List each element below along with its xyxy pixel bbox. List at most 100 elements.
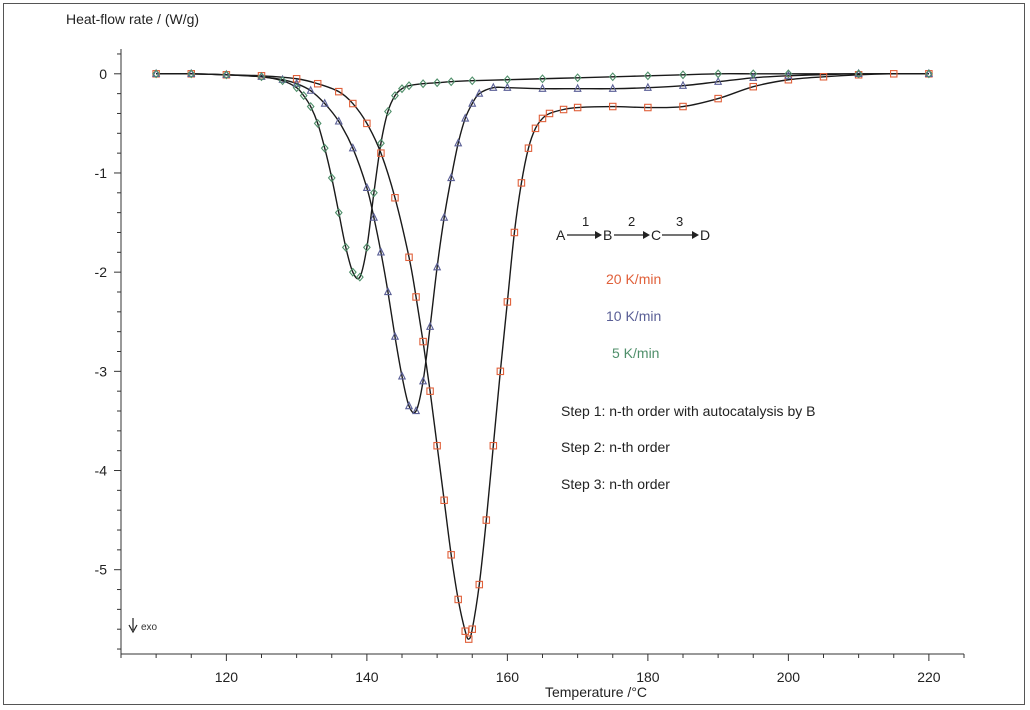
data-point-10-kmin (404, 401, 414, 410)
data-point-10-kmin (362, 182, 371, 192)
data-point-10-kmin (433, 262, 442, 271)
data-point-10-kmin (924, 68, 933, 77)
data-point-5-kmin (679, 70, 687, 80)
scheme-step3-num: 3 (676, 214, 683, 229)
step3-description: Step 3: n-th order (561, 476, 670, 492)
data-point-20-kmin (496, 367, 505, 376)
data-point-5-kmin (187, 69, 196, 79)
data-point-20-kmin (464, 635, 473, 643)
x-ticks: 120 140 160 180 200 220 (120, 654, 965, 685)
data-point-5-kmin (714, 69, 723, 79)
data-point-5-kmin (854, 69, 863, 79)
data-point-10-kmin (714, 76, 723, 85)
data-point-10-kmin (257, 71, 266, 80)
data-point-10-kmin (334, 116, 343, 125)
data-point-10-kmin (390, 331, 400, 340)
step1-description: Step 1: n-th order with autocatalysis by… (561, 403, 815, 419)
scheme-arrowhead-2-icon (643, 231, 650, 239)
x-axis-label: Temperature /°C (545, 684, 647, 700)
data-point-5-kmin (313, 118, 322, 128)
data-point-20-kmin (412, 293, 420, 301)
data-point-20-kmin (335, 87, 343, 96)
exo-label: exo (141, 622, 158, 633)
data-point-5-kmin (376, 138, 385, 148)
data-point-20-kmin (517, 179, 526, 187)
data-point-10-kmin (538, 83, 547, 92)
data-point-5-kmin (784, 69, 793, 79)
data-point-5-kmin (320, 143, 329, 153)
axes (120, 49, 964, 655)
legend-10-kmin: 10 K/min (606, 308, 661, 324)
data-point-10-kmin (369, 212, 378, 221)
data-point-5-kmin (924, 69, 933, 79)
data-point-20-kmin (377, 149, 385, 157)
data-point-10-kmin (306, 85, 315, 94)
fit-curve-20-kmin (156, 73, 929, 640)
data-point-10-kmin (411, 405, 421, 415)
data-point-10-kmin (678, 80, 688, 89)
data-point-20-kmin (313, 79, 322, 88)
data-point-20-kmin (510, 228, 519, 237)
data-point-10-kmin (376, 247, 386, 256)
x-tick-label: 200 (777, 669, 801, 685)
data-point-5-kmin (503, 75, 512, 85)
data-point-10-kmin (447, 172, 456, 182)
data-point-5-kmin (643, 71, 652, 81)
data-point-20-kmin (559, 105, 568, 114)
data-point-20-kmin (363, 119, 371, 128)
data-point-5-kmin (391, 91, 399, 101)
data-point-10-kmin (749, 72, 758, 81)
step2-description: Step 2: n-th order (561, 439, 670, 455)
data-point-10-kmin (418, 376, 428, 385)
data-point-5-kmin (362, 242, 371, 252)
dsc-chart: 120 140 160 180 200 220 0 -1 -2 -3 -4 -5 Heat-flow… (66, 11, 965, 700)
data-point-20-kmin (461, 627, 469, 635)
data-point-20-kmin (292, 75, 301, 83)
data-point-20-kmin (573, 103, 582, 112)
data-point-20-kmin (489, 441, 498, 450)
x-tick-label: 220 (917, 669, 941, 685)
data-point-10-kmin (854, 68, 863, 77)
data-point-20-kmin (503, 298, 512, 306)
data-point-20-kmin (447, 551, 455, 559)
data-point-20-kmin (608, 102, 617, 111)
data-point-5-kmin (257, 72, 266, 82)
fit-curves (156, 72, 929, 640)
data-point-5-kmin (327, 173, 336, 183)
data-point-20-kmin (531, 124, 540, 133)
data-point-10-kmin (320, 98, 329, 107)
data-point-10-kmin (489, 82, 498, 91)
data-point-20-kmin (644, 103, 652, 112)
scheme-arrowhead-3-icon (692, 231, 699, 239)
scheme-a: A (556, 227, 566, 243)
data-point-20-kmin (440, 496, 448, 505)
data-point-20-kmin (454, 595, 462, 604)
data-point-5-kmin (538, 74, 547, 84)
data-point-20-kmin (468, 625, 476, 633)
legend-20-kmin: 20 K/min (606, 271, 661, 287)
data-point-5-kmin (355, 272, 364, 282)
data-point-10-kmin (440, 212, 449, 221)
data-point-10-kmin (426, 321, 435, 330)
y-tick-label: -3 (95, 363, 108, 379)
exo-indicator: exo (128, 618, 158, 634)
data-point-20-kmin (482, 516, 491, 524)
data-point-5-kmin (334, 208, 343, 218)
data-point-10-kmin (222, 69, 231, 78)
data-point-5-kmin (222, 70, 231, 80)
data-point-10-kmin (475, 88, 484, 97)
data-point-20-kmin (405, 253, 413, 262)
fit-curve-5-kmin (156, 73, 929, 280)
data-point-10-kmin (348, 143, 357, 152)
data-point-5-kmin (292, 83, 301, 93)
exo-arrowhead-icon (128, 624, 138, 634)
data-point-5-kmin (348, 267, 357, 277)
data-point-5-kmin (573, 73, 582, 83)
data-point-20-kmin (419, 337, 427, 346)
data-point-20-kmin (433, 441, 441, 450)
data-point-10-kmin (397, 371, 407, 380)
data-point-5-kmin (398, 84, 406, 94)
data-point-20-kmin (426, 387, 434, 395)
scheme-d: D (700, 227, 710, 243)
legend-5-kmin: 5 K/min (612, 345, 659, 361)
